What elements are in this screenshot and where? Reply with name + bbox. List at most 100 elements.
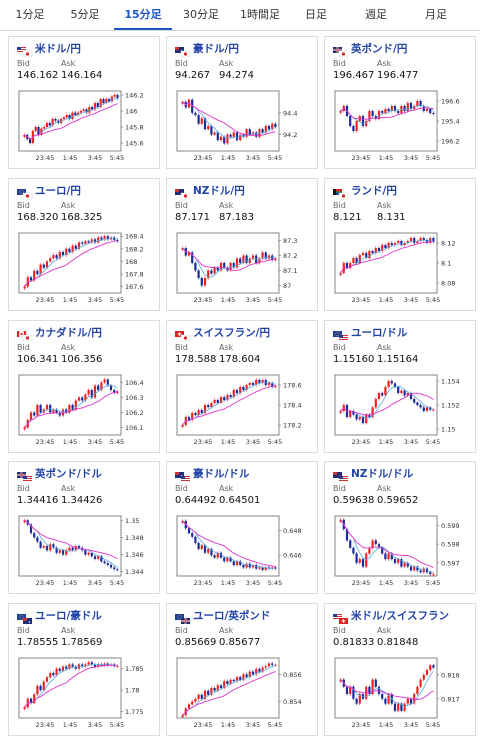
pair-name[interactable]: ランド/円 (351, 184, 397, 197)
rate-card[interactable]: 米ドル/円 Bid Ask 146.162 146.164 146.2 146 145.8 14… (8, 36, 160, 169)
candle (251, 670, 255, 676)
chart-frame (176, 374, 280, 436)
x-tick-label: 1:45 (63, 154, 78, 162)
rate-card[interactable]: 英ポンド/円 Bid Ask 196.467 196.477 196.6 195.4 196.… (324, 36, 476, 169)
pair-name[interactable]: 豪ドル/ドル (193, 467, 250, 480)
pair-name[interactable]: 米ドル/スイスフラン (351, 609, 450, 622)
rate-card[interactable]: ユーロ/英ポンド Bid Ask 0.85669 0.85677 0.856 0.854 23… (166, 603, 318, 736)
candle (409, 391, 413, 401)
candle (68, 247, 71, 254)
price-chart[interactable]: 146.2 146 145.8 145.6 23:45 1:45 3:45 5:45 (15, 89, 155, 163)
tab-7[interactable]: 月足 (425, 8, 447, 21)
pair-name[interactable]: 英ポンド/ドル (35, 467, 102, 480)
candle (210, 686, 213, 697)
candle (229, 393, 232, 399)
pair-name[interactable]: 英ポンド/円 (351, 42, 408, 55)
ask-label: Ask (219, 201, 234, 210)
tab-1[interactable]: 5分足 (70, 8, 100, 21)
rate-card[interactable]: NZドル/円 Bid Ask 87.171 87.183 87.3 87.2 87.1 87 23… (166, 178, 318, 311)
pair-name[interactable]: スイスフラン/円 (193, 326, 271, 339)
candle (71, 244, 74, 254)
price-chart[interactable]: 0.856 0.854 23:45 1:45 3:45 5:45 (173, 656, 313, 730)
candle (194, 111, 197, 117)
price-chart[interactable]: 1.154 1.152 1.15 23:45 1:45 3:45 5:45 (331, 373, 471, 447)
tab-5[interactable]: 日足 (305, 8, 327, 21)
bid-value: 0.85669 (175, 637, 217, 648)
rate-card[interactable]: ユーロ/豪ドル Bid Ask 1.78555 1.78569 1.785 1.78 1.77… (8, 603, 160, 736)
pair-name[interactable]: 米ドル/円 (35, 42, 81, 55)
pair-name[interactable]: NZドル/円 (193, 184, 245, 197)
rate-card[interactable]: 英ポンド/ドル Bid Ask 1.34416 1.34426 1.35 1.348 1.34… (8, 461, 160, 594)
candle (194, 697, 197, 704)
pair-name[interactable]: ユーロ/円 (35, 184, 81, 197)
price-chart[interactable]: 87.3 87.2 87.1 87 23:45 1:45 3:45 5:45 (173, 231, 313, 305)
ask-label: Ask (377, 626, 392, 635)
price-chart[interactable]: 94.4 94.2 23:45 1:45 3:45 5:45 (173, 89, 313, 163)
ma-long-line (340, 392, 434, 416)
candle (58, 250, 61, 260)
candle (365, 685, 368, 701)
rate-card[interactable]: 米ドル/スイスフラン Bid Ask 0.81833 0.81848 0.818 0.817… (324, 603, 476, 736)
tab-0[interactable]: 1分足 (15, 8, 45, 21)
tab-6[interactable]: 週足 (365, 8, 387, 21)
price-chart[interactable]: 1.785 1.78 1.775 23:45 1:45 3:45 5:45 (15, 656, 155, 730)
candle (191, 700, 194, 706)
price-chart[interactable]: 0.648 0.646 23:45 1:45 3:45 5:45 (173, 514, 313, 588)
pair-name[interactable]: カナダドル/円 (35, 326, 102, 339)
rate-card[interactable]: NZドル/ドル Bid Ask 0.59638 0.59652 0.599 0.598 0.5… (324, 461, 476, 594)
ma-long-line (182, 101, 276, 137)
candle (432, 663, 435, 670)
rate-card[interactable]: 豪ドル/円 Bid Ask 94.267 94.274 94.4 94.2 23:45 1:45… (166, 36, 318, 169)
candle (58, 548, 61, 555)
ask-label: Ask (61, 484, 76, 493)
candle (81, 662, 84, 669)
x-tick-label: 1:45 (379, 721, 394, 729)
x-tick-label: 5:45 (426, 579, 441, 587)
candle (191, 251, 194, 265)
candle (65, 247, 68, 257)
rate-card[interactable]: スイスフラン/円 Bid Ask 178.588 178.604 178.6 178.4 17… (166, 320, 318, 453)
candle (77, 396, 81, 402)
price-chart[interactable]: 0.818 0.817 23:45 1:45 3:45 5:45 (331, 656, 471, 730)
x-tick-label: 1:45 (63, 579, 78, 587)
rate-card[interactable]: ランド/円 Bid Ask 8.121 8.131 8.12 8.1 8.08 23:45 1:4… (324, 178, 476, 311)
pair-name[interactable]: NZドル/ドル (351, 467, 414, 480)
candle (197, 541, 200, 551)
x-tick-label: 5:45 (110, 721, 125, 729)
pair-name[interactable]: ユーロ/英ポンド (193, 609, 271, 622)
tab-2[interactable]: 15分足 (114, 0, 172, 30)
price-chart[interactable]: 168.4 168.2 168 167.8 167.6 23:45 1:45 3:45 5:45 (15, 231, 155, 305)
bid-label: Bid (17, 59, 30, 68)
tab-4[interactable]: 1時間足 (240, 8, 280, 21)
candle (219, 683, 223, 690)
pair-name[interactable]: ユーロ/ドル (351, 326, 408, 339)
price-chart[interactable]: 178.6 178.4 178.2 23:45 1:45 3:45 5:45 (173, 373, 313, 447)
candlestick-chart: 0.856 0.854 23:45 1:45 3:45 5:45 (176, 657, 302, 729)
price-chart[interactable]: 1.35 1.348 1.346 1.344 23:45 1:45 3:45 5:45 (15, 514, 155, 588)
price-chart[interactable]: 196.6 195.4 196.2 23:45 1:45 3:45 5:45 (331, 89, 471, 163)
candle (55, 546, 58, 555)
candle (197, 113, 200, 126)
bid-value: 178.588 (175, 354, 217, 365)
price-chart[interactable]: 0.599 0.598 0.597 23:45 1:45 3:45 5:45 (331, 514, 471, 588)
rate-card[interactable]: ユーロ/ドル Bid Ask 1.15160 1.15164 1.154 1.152 1.15… (324, 320, 476, 453)
currency-flag-icon (333, 185, 349, 200)
candle (406, 239, 409, 245)
candle (74, 399, 77, 411)
pair-name[interactable]: ユーロ/豪ドル (35, 609, 102, 622)
x-tick-label: 3:45 (246, 438, 261, 446)
tab-3[interactable]: 30分足 (183, 8, 219, 21)
price-chart[interactable]: 8.12 8.1 8.08 23:45 1:45 3:45 5:45 (331, 231, 471, 305)
candle (42, 680, 45, 692)
rate-card[interactable]: 豪ドル/ドル Bid Ask 0.64492 0.64501 0.648 0.646 23:4… (166, 461, 318, 594)
pair-name[interactable]: 豪ドル/円 (193, 42, 239, 55)
x-tick-label: 1:45 (221, 438, 236, 446)
y-tick-label: 0.818 (441, 671, 460, 679)
candle (425, 668, 429, 677)
price-chart[interactable]: 106.4 106.3 106.2 106.1 23:45 1:45 3:45 5:45 (15, 373, 155, 447)
ask-value: 0.81848 (377, 637, 419, 648)
x-tick-label: 23:45 (194, 438, 213, 446)
rate-card[interactable]: カナダドル/円 Bid Ask 106.341 106.356 106.4 106.3 106… (8, 320, 160, 453)
y-tick-label: 1.785 (125, 665, 144, 673)
rate-card[interactable]: ユーロ/円 Bid Ask 168.320 168.325 168.4 168.2 168 16… (8, 178, 160, 311)
